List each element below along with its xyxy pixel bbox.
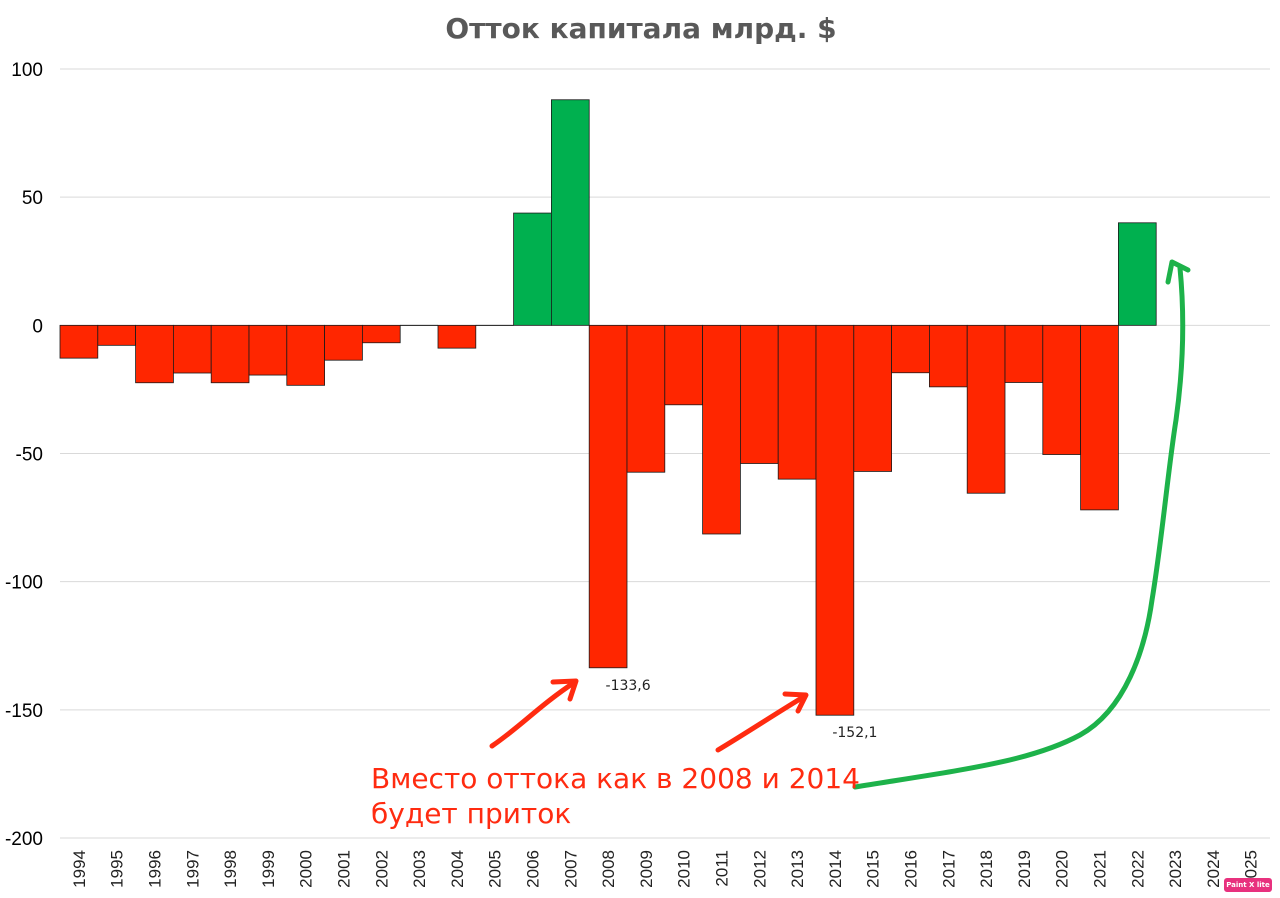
x-tick-label: 1998 xyxy=(221,850,240,888)
bar-2004 xyxy=(437,324,477,349)
bar-1997 xyxy=(172,324,212,374)
y-tick-label: -50 xyxy=(16,445,43,466)
bar-2006 xyxy=(513,212,552,326)
x-tick-label: 2022 xyxy=(1128,850,1147,888)
chart-title: Отток капитала млрд. $ xyxy=(445,12,836,45)
bar-2014 xyxy=(815,324,855,716)
bar-2012 xyxy=(740,324,779,464)
bar-2013 xyxy=(777,324,817,480)
x-tick-label: 2004 xyxy=(448,850,467,888)
bar-2000 xyxy=(286,324,325,386)
x-tick-label: 1994 xyxy=(70,850,89,888)
x-tick-label: 1999 xyxy=(259,850,278,888)
bar-2021 xyxy=(1080,324,1119,511)
bar-2011 xyxy=(702,324,741,535)
x-tick-label: 2001 xyxy=(335,850,354,888)
y-tick-label: 0 xyxy=(32,316,43,337)
x-tick-label: 2009 xyxy=(637,850,656,888)
y-tick-label: -150 xyxy=(5,701,43,722)
x-tick-label: 2020 xyxy=(1053,850,1072,888)
bar-2009 xyxy=(626,324,666,473)
bar-1996 xyxy=(135,324,174,384)
x-tick-label: 2005 xyxy=(486,850,505,888)
red-arrows xyxy=(489,678,809,753)
bar-2018 xyxy=(966,324,1006,494)
x-tick-label: 2012 xyxy=(750,850,769,888)
bar-series xyxy=(59,99,1157,716)
green-arrow-head-icon xyxy=(1165,259,1191,285)
y-tick-label: -200 xyxy=(5,829,43,850)
data-labels: -133,6 -152,1 xyxy=(606,678,878,741)
x-tick-label: 1997 xyxy=(183,850,202,888)
x-tick-label: 2023 xyxy=(1166,850,1185,888)
x-tick-label: 2018 xyxy=(977,850,996,888)
x-axis-ticks: 1994 1995 1996 1997 1998 1999 2000 2001 2002 2003… xyxy=(70,850,1261,888)
arrow-to-2008-head-icon xyxy=(550,678,579,702)
bar-2019 xyxy=(1004,324,1044,383)
watermark-logo: Paint X lite xyxy=(1224,878,1272,892)
bar-2015 xyxy=(853,324,892,472)
y-tick-label: 100 xyxy=(11,60,43,81)
x-tick-label: 2007 xyxy=(561,850,580,888)
arrow-to-2014-head-icon xyxy=(782,691,809,714)
x-tick-label: 2024 xyxy=(1204,850,1223,888)
y-tick-label: 50 xyxy=(22,188,43,209)
green-arrow xyxy=(852,259,1191,790)
bar-2017 xyxy=(929,324,968,388)
bar-1999 xyxy=(248,324,288,376)
data-label-2008: -133,6 xyxy=(606,678,651,694)
x-tick-label: 2017 xyxy=(939,850,958,888)
annotation-line2: будет приток xyxy=(371,797,571,830)
bar-2022 xyxy=(1118,222,1157,326)
x-tick-label: 2021 xyxy=(1091,850,1110,888)
arrow-to-2014-icon xyxy=(715,693,808,753)
x-tick-label: 2014 xyxy=(826,850,845,888)
x-tick-label: 2015 xyxy=(864,850,883,888)
x-tick-label: 2010 xyxy=(675,850,694,888)
x-tick-label: 1995 xyxy=(108,850,127,888)
bar-2002 xyxy=(361,324,401,344)
x-tick-label: 2008 xyxy=(599,850,618,888)
arrow-to-2008-icon xyxy=(489,679,578,749)
bar-2010 xyxy=(664,324,703,406)
bar-2016 xyxy=(891,324,930,374)
x-tick-label: 2019 xyxy=(1015,850,1034,888)
x-tick-label: 2013 xyxy=(788,850,807,888)
bar-2008 xyxy=(588,324,628,669)
bar-2007 xyxy=(551,99,590,326)
x-tick-label: 2006 xyxy=(524,850,543,888)
x-tick-label: 2000 xyxy=(297,850,316,888)
x-tick-label: 1996 xyxy=(146,850,165,888)
green-arrow-curve-icon xyxy=(852,265,1186,790)
y-tick-label: -100 xyxy=(5,573,43,594)
bar-1995 xyxy=(97,324,137,346)
x-tick-label: 2011 xyxy=(713,850,732,887)
bar-1994 xyxy=(59,324,99,359)
annotation-line1: Вместо оттока как в 2008 и 2014 xyxy=(371,762,860,795)
bar-2001 xyxy=(324,324,363,361)
data-label-2014: -152,1 xyxy=(832,725,877,741)
x-tick-label: 2003 xyxy=(410,850,429,888)
x-tick-label: 2002 xyxy=(372,850,391,888)
x-tick-label: 2016 xyxy=(902,850,921,888)
bar-2020 xyxy=(1042,324,1082,455)
bar-1998 xyxy=(210,324,250,384)
y-axis-ticks: 100 50 0 -50 -100 -150 -200 xyxy=(5,60,43,850)
